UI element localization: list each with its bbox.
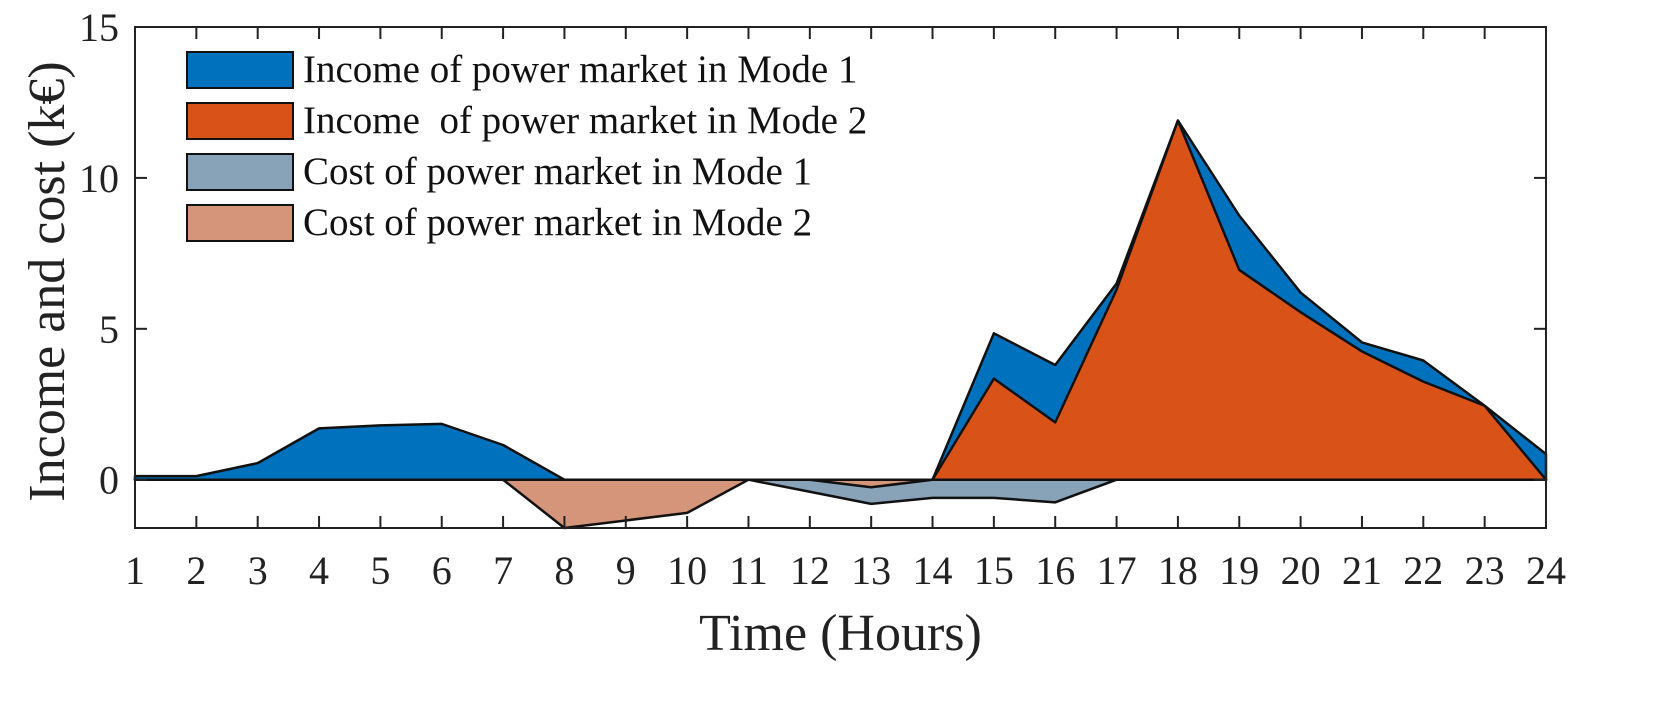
x-tick-label: 4	[309, 548, 329, 593]
legend-swatch-2	[186, 102, 294, 140]
x-tick-label: 18	[1158, 548, 1198, 593]
y-tick-label: 0	[99, 458, 119, 503]
legend-label-1: Income of power market in Mode 1	[303, 48, 858, 91]
x-tick-label: 15	[974, 548, 1014, 593]
x-tick-label: 23	[1465, 548, 1505, 593]
axis-tick-labels: 1 2 3 4 5 6 7 8 9 10 11 12 13 14 15 16 17 18 19 20 21 22 23 240…	[79, 5, 1566, 593]
y-tick-label: 15	[79, 5, 119, 50]
x-tick-label: 2	[186, 548, 206, 593]
legend-label-4: Cost of power market in Mode 2	[303, 201, 812, 244]
x-tick-label: 6	[432, 548, 452, 593]
x-tick-label: 19	[1219, 548, 1259, 593]
x-tick-label: 20	[1281, 548, 1321, 593]
x-tick-label: 9	[616, 548, 636, 593]
x-tick-label: 13	[851, 548, 891, 593]
x-axis-title: Time (Hours)	[699, 605, 982, 662]
legend-label-3: Cost of power market in Mode 1	[303, 150, 812, 193]
x-tick-label: 8	[554, 548, 574, 593]
legend-swatch-4	[186, 204, 294, 242]
x-tick-label: 14	[913, 548, 953, 593]
x-tick-label: 16	[1035, 548, 1075, 593]
x-tick-label: 5	[370, 548, 390, 593]
x-tick-label: 17	[1097, 548, 1137, 593]
y-tick-label: 5	[99, 307, 119, 352]
x-tick-label: 11	[729, 548, 768, 593]
x-tick-label: 10	[667, 548, 707, 593]
x-tick-label: 1	[125, 548, 145, 593]
y-axis-title: Income and cost (k€)	[19, 61, 76, 501]
x-tick-label: 22	[1403, 548, 1443, 593]
plot-frame	[134, 26, 1547, 529]
axis-ticks	[134, 26, 1547, 528]
x-tick-label: 7	[493, 548, 513, 593]
legend: Income of power market in Mode 1 Income o…	[186, 48, 867, 244]
legend-label-2: Income of power market in Mode 2	[303, 99, 867, 142]
legend-swatch-1	[186, 51, 294, 89]
x-tick-label: 12	[790, 548, 830, 593]
legend-swatch-3	[186, 153, 294, 191]
x-tick-label: 24	[1526, 548, 1566, 593]
y-tick-label: 10	[79, 156, 119, 201]
x-tick-label: 3	[248, 548, 268, 593]
x-tick-label: 21	[1342, 548, 1382, 593]
